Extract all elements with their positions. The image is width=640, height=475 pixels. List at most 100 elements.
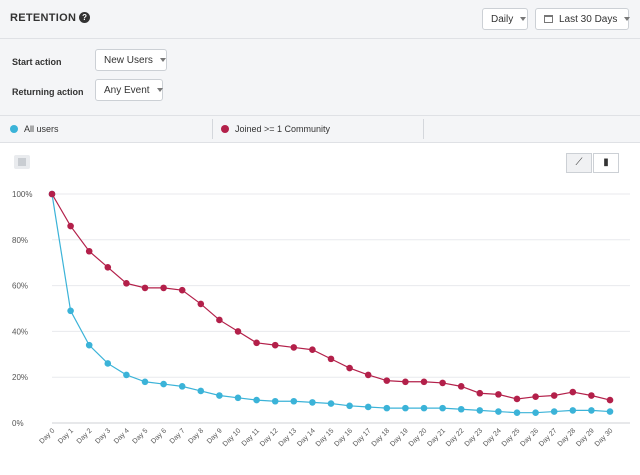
data-point [364,371,372,379]
x-tick-label: Day 23 [464,427,485,448]
y-tick-label: 0% [12,419,24,428]
data-point [234,328,242,335]
legend-label-all-users: All users [24,124,59,134]
returning-action-dropdown[interactable]: Any Event [95,79,163,101]
data-point [271,397,279,405]
x-tick-label: Day 15 [315,427,336,448]
x-tick-label: Day 19 [389,427,410,448]
interval-dropdown[interactable]: Daily [482,8,528,30]
data-point [104,263,112,271]
data-point [271,341,279,349]
data-point [550,408,558,415]
start-action-dropdown[interactable]: New Users [95,49,167,71]
legend-item-joined-community[interactable]: Joined >= 1 Community [221,116,330,142]
x-tick-label: Day 6 [150,427,168,445]
legend-bar: All users Joined >= 1 Community [0,116,640,143]
x-tick-label: Day 16 [333,427,354,448]
help-icon[interactable]: ? [79,12,91,23]
data-point [160,380,167,388]
x-tick-label: Day 20 [408,427,429,448]
data-point [420,378,428,386]
line-chart-toggle[interactable]: ⟋ [566,153,592,173]
legend-label-joined-community: Joined >= 1 Community [235,124,331,134]
y-tick-label: 60% [12,282,28,291]
x-tick-label: Day 5 [132,427,150,445]
x-tick-label: Day 24 [482,427,503,448]
x-tick-label: Day 0 [39,427,57,445]
data-point [457,383,465,390]
legend-divider [212,119,213,139]
start-action-value: New Users [104,55,153,66]
x-tick-label: Day 12 [259,427,280,448]
x-tick-label: Day 27 [538,427,559,448]
legend-dot-all-users [10,125,18,133]
x-tick-label: Day 25 [501,427,522,448]
bar-chart-toggle[interactable]: ▮ [593,153,619,173]
data-point [569,388,577,396]
data-point [606,408,614,415]
data-point [216,316,223,324]
data-point [141,378,149,386]
data-point [104,360,112,367]
line-chart-icon: ⟋ [575,157,583,168]
x-tick-label: Day 4 [113,427,131,445]
series-line-all-users [51,193,611,414]
x-tick-label: Day 13 [278,427,299,448]
data-point [495,408,502,415]
date-range-value: Last 30 Days [559,14,618,25]
x-tick-label: Day 30 [594,427,615,448]
x-tick-label: Day 26 [519,427,540,448]
data-point [513,395,521,403]
data-point [290,344,298,351]
chevron-down-icon [159,58,166,62]
data-point [569,407,577,414]
data-point [327,355,335,363]
data-point [383,404,391,412]
x-tick-label: Day 18 [371,427,392,448]
x-tick-label: Day 29 [575,427,596,448]
data-point [588,407,595,414]
data-point [67,307,74,315]
data-point [327,400,335,407]
data-point [439,404,446,412]
y-tick-label: 20% [12,373,28,382]
data-point [123,371,130,379]
data-point [476,389,484,397]
chevron-down-icon [624,17,631,21]
header-bar: RETENTION? Daily Last 30 Days [0,0,640,39]
legend-item-all-users[interactable]: All users [10,116,59,142]
returning-action-label: Returning action [12,87,84,97]
data-point [476,407,484,414]
data-point [532,409,539,416]
interval-value: Daily [491,14,514,25]
data-point [67,222,74,230]
data-point [457,405,465,413]
data-point [402,378,409,386]
x-tick-label: Day 2 [76,427,94,445]
data-point [253,396,260,404]
data-point [178,286,186,294]
page-title: RETENTION? [10,12,91,24]
x-tick-label: Day 10 [222,427,243,448]
data-point [290,397,298,405]
table-view-icon[interactable] [14,155,30,169]
data-point [85,247,93,255]
data-point [346,364,353,372]
date-range-dropdown[interactable]: Last 30 Days [535,8,631,30]
series-line-joined-community [51,193,611,401]
data-point [48,190,56,198]
x-tick-label: Day 14 [296,427,317,448]
returning-action-value: Any Event [104,85,150,96]
data-point [123,280,130,287]
x-tick-label: Day 28 [557,427,578,448]
x-tick-label: Day 7 [169,427,187,445]
data-point [439,379,446,387]
data-point [309,399,316,406]
chevron-down-icon [520,17,527,21]
data-point [234,394,242,402]
data-point [197,387,205,395]
filters-panel: Start action New Users Returning action … [0,39,640,116]
x-tick-label: Day 17 [352,427,373,448]
data-point [606,396,614,404]
data-point [532,393,539,400]
